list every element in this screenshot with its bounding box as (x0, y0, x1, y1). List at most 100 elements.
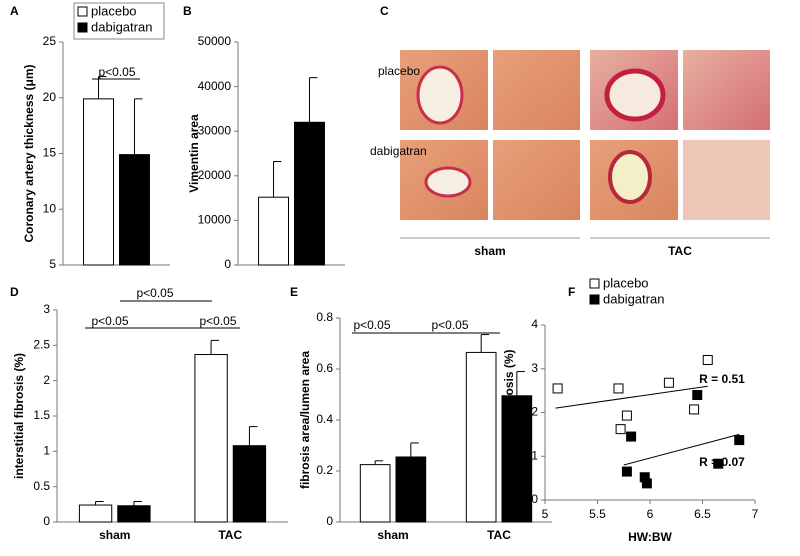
y-tick-label: 0 (224, 257, 231, 271)
histology-image (683, 50, 770, 130)
y-tick-label: 20000 (198, 168, 232, 182)
x-tick-label: sham (99, 528, 130, 542)
trendline (623, 433, 740, 466)
y-tick-label: 0.6 (316, 361, 333, 375)
bar (119, 154, 150, 266)
x-tick-label: 6 (647, 507, 654, 521)
legend-swatch (77, 6, 88, 17)
y-tick-label: 0.4 (316, 412, 333, 426)
legend-swatch (589, 278, 600, 289)
y-tick-label: 0.2 (316, 463, 333, 477)
vessel (604, 68, 666, 122)
scatter-point (734, 435, 745, 446)
annotation: p<0.05 (98, 65, 135, 79)
x-tick-label: 6.5 (694, 507, 711, 521)
y-axis-label: fibrosis area/lumen area (298, 351, 312, 489)
legend-label: placebo (91, 3, 137, 18)
panel-letter: A (10, 4, 19, 18)
bar (83, 98, 114, 266)
histology-image (493, 50, 580, 130)
y-tick-label: 20 (43, 90, 57, 104)
bar (465, 351, 497, 523)
bar (294, 121, 325, 266)
group-label: sham (474, 244, 505, 258)
scatter-point (626, 431, 637, 442)
y-axis-label: interstitial fibrosis (%) (502, 349, 516, 475)
y-axis-label: Vimentin area (187, 114, 201, 193)
y-tick-label: 25 (43, 34, 57, 48)
bar (194, 354, 228, 523)
legend-label: dabigatran (603, 291, 664, 306)
scatter-point (692, 390, 703, 400)
vessel (416, 65, 464, 125)
y-tick-label: 3 (531, 361, 538, 375)
y-tick-label: 10 (43, 201, 57, 215)
scatter-point (702, 355, 713, 365)
y-tick-label: 0.8 (316, 310, 333, 324)
y-axis-label: Coronary artery thickness (μm) (22, 64, 36, 242)
y-tick-label: 30000 (198, 123, 232, 137)
y-tick-label: 1.5 (33, 408, 50, 422)
y-tick-label: 3 (43, 302, 50, 316)
y-axis-label: interstitial fibrosis (%) (12, 353, 26, 479)
bar (258, 196, 290, 266)
panel-letter: C (380, 4, 389, 18)
annotation: p<0.05 (136, 286, 173, 300)
annotation: R = 0.51 (699, 372, 745, 386)
y-tick-label: 5 (49, 257, 56, 271)
bar (232, 445, 267, 523)
y-tick-label: 2.5 (33, 338, 50, 352)
y-tick-label: 0 (531, 492, 538, 506)
vessel (424, 166, 472, 198)
group-label: TAC (668, 244, 692, 258)
annotation: p<0.05 (353, 318, 390, 332)
scatter-point (615, 424, 626, 435)
y-tick-label: 2 (43, 373, 50, 387)
scatter-point (613, 383, 624, 394)
y-tick-label: 10000 (198, 213, 232, 227)
legend-box (73, 2, 165, 40)
row-label: placebo (378, 64, 420, 78)
x-tick-label: 5 (542, 507, 549, 521)
panel-letter: D (10, 285, 19, 299)
y-tick-label: 1 (531, 448, 538, 462)
bar (395, 456, 427, 523)
scatter-point (621, 466, 632, 477)
histology-image (683, 140, 770, 220)
y-tick-label: 0 (43, 514, 50, 528)
x-tick-label: TAC (487, 528, 511, 542)
vessel (608, 150, 652, 204)
histology-image (493, 140, 580, 220)
bar (501, 395, 533, 523)
legend-swatch (77, 22, 88, 33)
bar (117, 505, 151, 523)
y-tick-label: 1 (43, 444, 50, 458)
panel-letter: B (183, 4, 192, 18)
x-tick-label: TAC (218, 528, 242, 542)
scatter-point (663, 377, 674, 388)
bar (78, 504, 113, 523)
x-axis-label: HW:BW (628, 530, 672, 544)
scatter-point (621, 410, 632, 421)
panel-letter: E (290, 285, 298, 299)
bar (359, 464, 391, 523)
legend-label: dabigatran (91, 19, 152, 34)
x-tick-label: sham (377, 528, 408, 542)
y-tick-label: 15 (43, 146, 57, 160)
panel-letter: F (568, 285, 575, 299)
annotation: p<0.05 (91, 314, 128, 328)
histology-panel: C placebo dabigatran sham TAC (370, 4, 770, 258)
x-tick-label: 7 (752, 507, 759, 521)
row-label: dabigatran (370, 144, 427, 158)
legend-label: placebo (603, 275, 649, 290)
y-tick-label: 40000 (198, 79, 232, 93)
y-tick-label: 2 (531, 405, 538, 419)
y-tick-label: 0.5 (33, 479, 50, 493)
annotation: p<0.05 (431, 318, 468, 332)
y-tick-label: 0 (326, 514, 333, 528)
scatter-point (713, 458, 724, 469)
trendline (555, 385, 708, 409)
legend-swatch (589, 294, 600, 305)
x-tick-label: 5.5 (589, 507, 606, 521)
